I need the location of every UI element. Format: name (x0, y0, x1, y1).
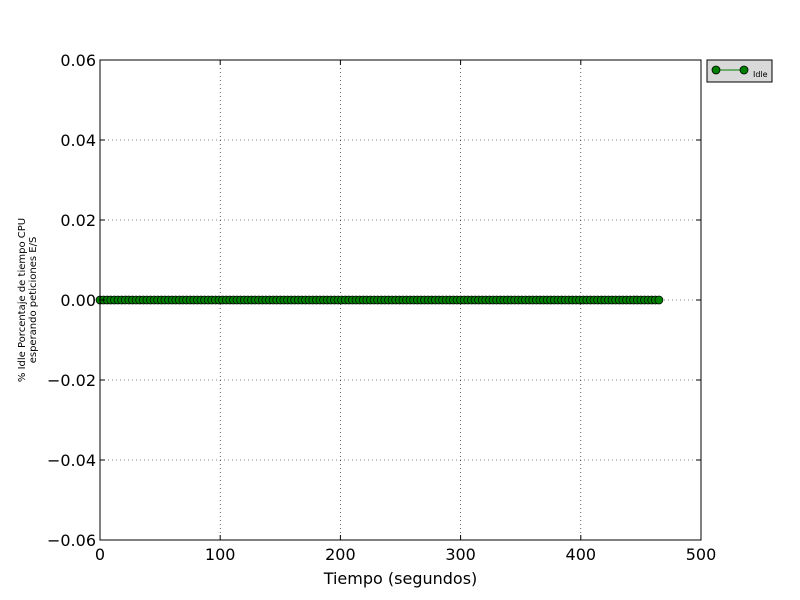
x-tick-label: 400 (566, 545, 597, 564)
legend-swatch-marker (739, 65, 749, 75)
legend-entry-idle: Idle (753, 70, 768, 79)
y-tick-label: 0.04 (60, 131, 96, 150)
y-tick-label: −0.02 (47, 371, 96, 390)
y-tick-label: 0.06 (60, 51, 96, 70)
tick-marks (99, 59, 702, 541)
x-tick-label: 100 (205, 545, 236, 564)
y-tick-labels: 0.06 0.04 0.02 0.00 −0.02 −0.04 −0.06 (47, 51, 96, 550)
series-layer (95, 295, 664, 305)
x-tick-labels: 0 100 200 300 400 500 (95, 545, 716, 564)
y-tick-label: 0.02 (60, 211, 96, 230)
legend-box (706, 59, 773, 83)
y-axis-label-line-1: % Idle Porcentaje de tiempo CPU (17, 218, 28, 382)
y-tick-label: −0.04 (47, 451, 96, 470)
legend: Idle (706, 59, 773, 83)
data-point (654, 295, 664, 305)
y-axis-label-line-2: esperando peticiones E/S (28, 237, 39, 364)
y-axis-label: % Idle Porcentaje de tiempo CPU esperand… (17, 218, 39, 382)
x-tick-label: 300 (445, 545, 476, 564)
x-tick-label: 0 (95, 545, 105, 564)
y-tick-label: 0.00 (60, 291, 96, 310)
x-tick-label: 200 (325, 545, 356, 564)
y-tick-label: −0.06 (47, 531, 96, 550)
x-tick-label: 500 (686, 545, 717, 564)
legend-swatch-marker (711, 65, 721, 75)
x-axis-label: Tiempo (segundos) (323, 569, 478, 588)
series-idle (95, 295, 664, 305)
